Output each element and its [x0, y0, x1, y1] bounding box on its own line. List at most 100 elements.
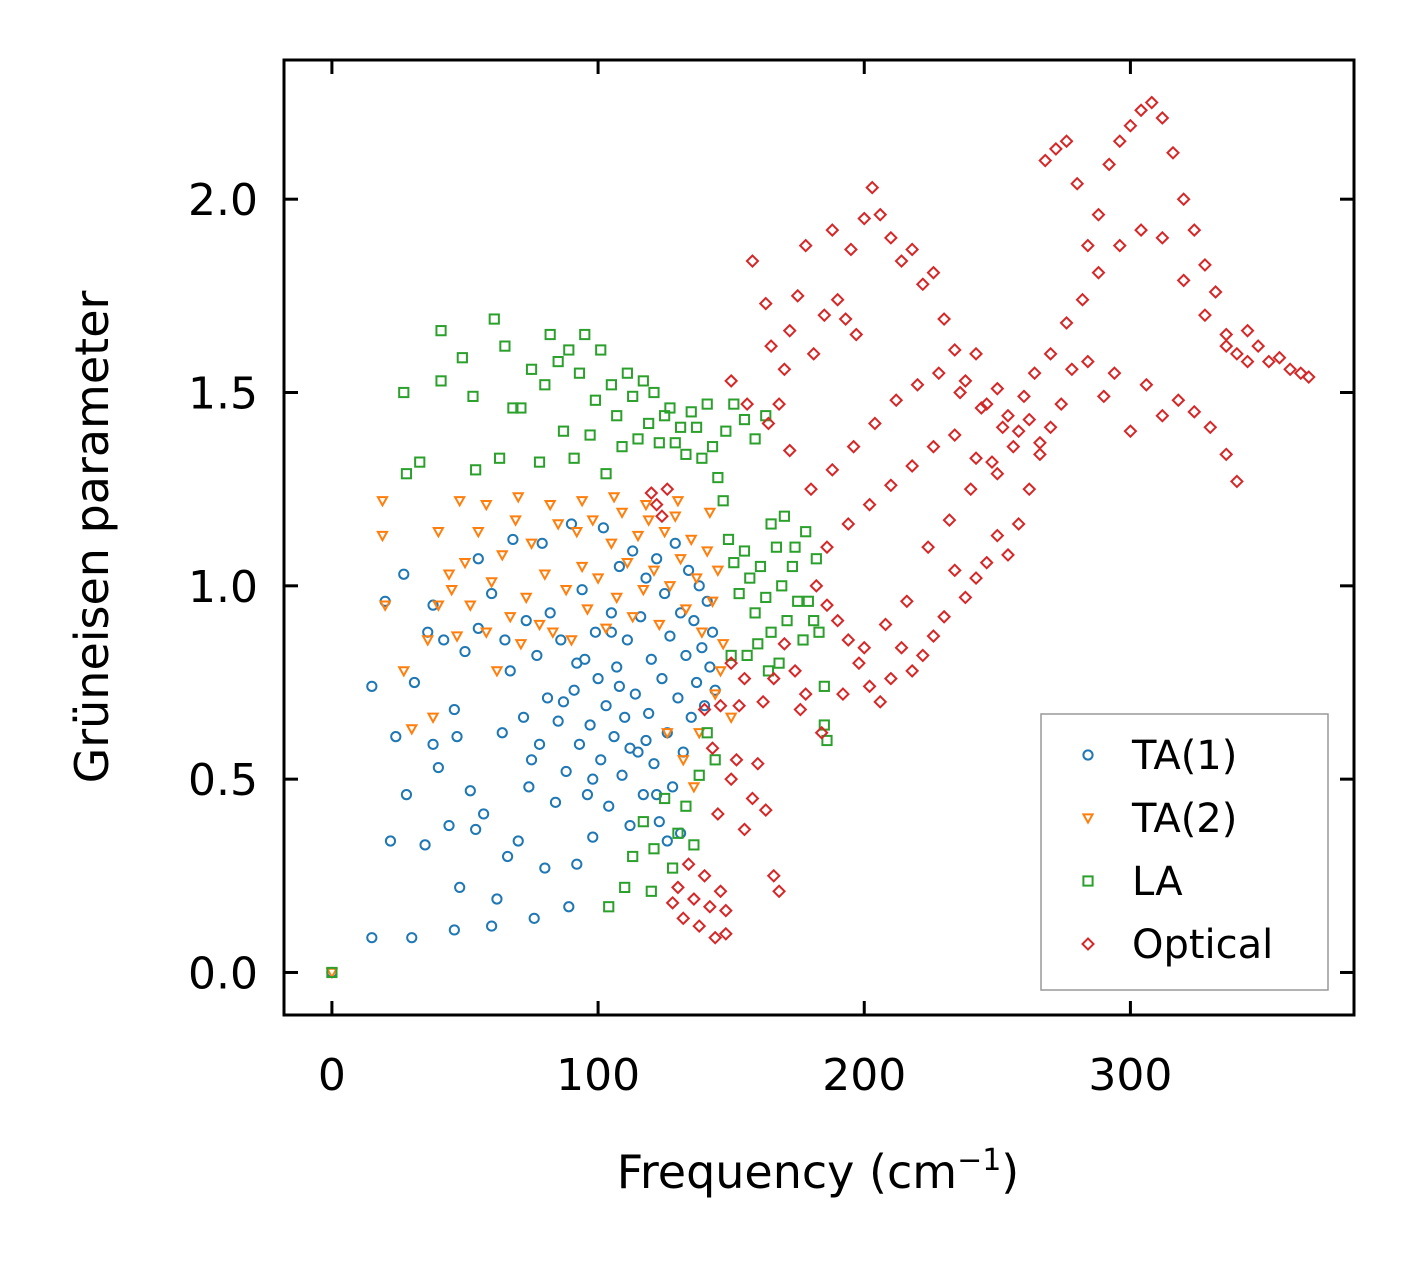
data-point	[426, 712, 440, 724]
data-point	[595, 754, 607, 766]
data-point	[782, 443, 797, 458]
data-point	[541, 692, 554, 704]
data-point	[421, 635, 435, 647]
data-point	[488, 313, 500, 325]
data-point	[544, 328, 556, 341]
legend-marker	[1082, 875, 1094, 887]
data-point	[947, 563, 962, 578]
data-point	[958, 373, 973, 388]
data-point	[770, 541, 783, 553]
data-point	[1176, 273, 1191, 288]
data-point	[814, 725, 829, 740]
data-point	[605, 607, 617, 619]
data-point	[800, 526, 812, 538]
data-point	[744, 572, 756, 584]
data-point	[659, 792, 671, 805]
data-point	[575, 496, 589, 508]
data-point	[472, 527, 485, 539]
data-point	[713, 884, 728, 899]
data-point	[789, 541, 801, 553]
data-point	[701, 398, 713, 410]
data-point	[631, 530, 645, 543]
data-point	[1038, 153, 1053, 168]
data-point	[732, 698, 747, 713]
legend-marker	[1081, 937, 1095, 951]
data-point	[724, 373, 739, 388]
data-point	[679, 604, 693, 616]
data-point	[552, 355, 564, 368]
data-point	[384, 835, 397, 847]
data-point	[830, 292, 845, 307]
data-point	[627, 390, 639, 402]
data-point	[889, 393, 904, 408]
data-point	[1017, 389, 1031, 404]
data-point	[857, 640, 872, 655]
data-point	[844, 242, 858, 257]
data-point	[720, 425, 732, 437]
data-point	[797, 634, 809, 646]
data-point	[629, 688, 641, 700]
data-point	[676, 755, 690, 767]
x-tick-label: 0	[318, 1050, 346, 1101]
data-point	[649, 497, 664, 512]
data-point	[563, 901, 575, 913]
data-point	[640, 734, 652, 747]
data-point	[883, 230, 898, 245]
data-point	[942, 513, 957, 528]
data-point	[931, 366, 946, 381]
data-point	[637, 789, 649, 801]
data-point	[459, 645, 471, 658]
data-point	[570, 527, 584, 539]
data-point	[674, 554, 687, 566]
data-point	[705, 741, 720, 756]
data-point	[786, 560, 798, 573]
data-point	[1187, 404, 1202, 419]
data-point	[600, 700, 612, 712]
data-point	[1139, 377, 1154, 392]
data-point	[507, 533, 519, 546]
data-point	[486, 587, 498, 600]
data-point	[568, 452, 580, 464]
data-point	[778, 510, 790, 522]
data-point	[672, 692, 684, 704]
data-point	[490, 666, 504, 678]
data-point	[711, 565, 725, 578]
data-point	[706, 626, 719, 638]
data-point	[792, 595, 804, 607]
data-point	[1155, 111, 1170, 125]
data-point	[802, 595, 814, 607]
data-point	[581, 604, 594, 616]
data-point	[905, 663, 920, 678]
data-point	[1006, 439, 1021, 454]
data-point	[511, 492, 525, 504]
data-point	[491, 893, 503, 905]
data-point	[443, 819, 455, 832]
data-point	[376, 496, 389, 508]
data-point	[809, 578, 824, 593]
data-point	[706, 596, 719, 608]
data-point	[825, 223, 840, 238]
data-point	[595, 344, 607, 356]
data-point	[708, 930, 723, 945]
data-point	[894, 254, 909, 268]
data-point	[427, 738, 439, 750]
data-point	[693, 769, 705, 781]
data-point	[915, 648, 930, 663]
data-point	[615, 507, 629, 520]
data-point	[1219, 447, 1234, 462]
data-point	[1022, 412, 1037, 427]
data-point	[632, 433, 644, 445]
data-point	[458, 557, 472, 570]
data-point	[1293, 366, 1308, 381]
legend-label: TA(1)	[1131, 733, 1237, 779]
data-point	[587, 831, 599, 843]
y-tick-label: 1.0	[188, 562, 258, 613]
data-point	[603, 800, 615, 812]
data-point	[722, 533, 735, 546]
data-point	[788, 663, 802, 678]
data-point	[667, 781, 679, 793]
data-point	[979, 397, 994, 412]
data-point	[1198, 308, 1212, 323]
data-point	[432, 527, 445, 539]
legend-items: TA(1) TA(2) LA Optical	[1081, 733, 1273, 968]
